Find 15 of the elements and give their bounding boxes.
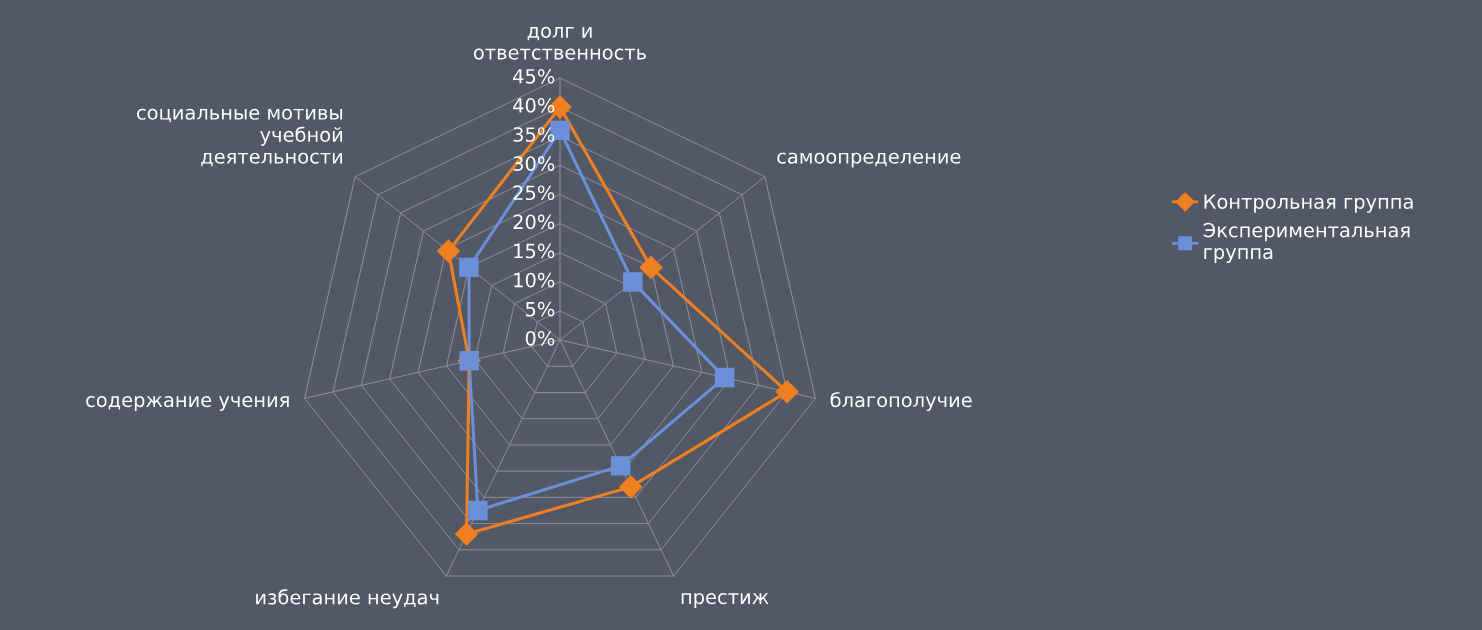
y-tick-label: 15% (514, 243, 555, 259)
spoke-label: самоопределение (777, 152, 961, 168)
spoke-label: престиж (681, 593, 769, 608)
legend-label: Экспериментальная группа (1203, 222, 1410, 264)
y-tick-label: 45% (513, 68, 555, 84)
spoke-label: долг и ответственность (473, 26, 646, 60)
y-tick-label: 10% (514, 272, 555, 288)
spoke-label: избегание неудач (256, 589, 439, 609)
y-tick-label: 20% (513, 214, 555, 230)
legend-label: Контрольная группа (1204, 194, 1413, 213)
spoke-label: содержание учения (86, 396, 289, 411)
spoke-label: благополучие (830, 391, 972, 412)
y-tick-label: 5% (526, 301, 555, 317)
y-tick-label: 0% (525, 330, 555, 346)
spoke-label: социальные мотивы учебной деятельности (137, 108, 343, 167)
